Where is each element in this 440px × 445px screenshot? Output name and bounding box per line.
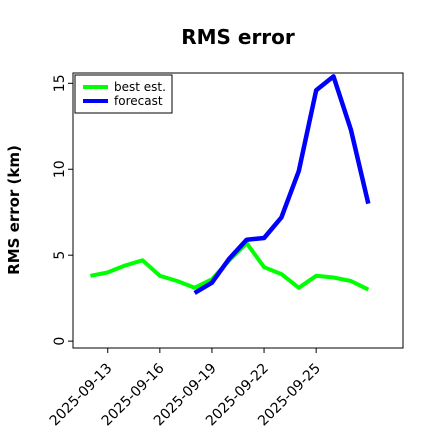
legend-label-forecast: forecast — [114, 94, 163, 108]
legend: best est. forecast — [74, 74, 173, 114]
y-axis-label: RMS error (km) — [5, 145, 23, 275]
x-axis: 2025-09-132025-09-162025-09-192025-09-22… — [47, 348, 324, 429]
legend-label-best-est: best est. — [114, 80, 166, 94]
y-tick-label: 0 — [52, 337, 68, 346]
series-layer — [90, 74, 371, 295]
chart-title: RMS error — [181, 25, 295, 49]
y-tick-label: 5 — [52, 251, 68, 260]
series-line-forecast — [193, 74, 371, 295]
plot-area — [73, 73, 403, 348]
y-axis: 0 5 10 15 — [52, 74, 73, 346]
y-tick-label: 10 — [52, 160, 68, 178]
y-tick-label: 15 — [52, 74, 68, 92]
legend-box — [74, 74, 173, 114]
plot-frame — [72, 72, 404, 349]
